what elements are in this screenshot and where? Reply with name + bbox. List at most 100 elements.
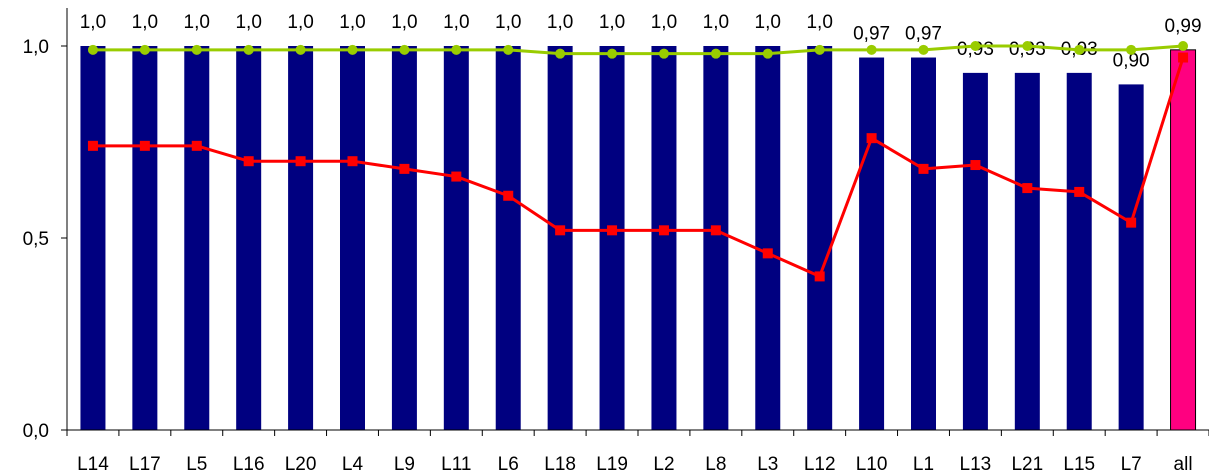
bar-l11	[443, 46, 469, 430]
bar-data-label: 1,0	[391, 12, 417, 33]
x-category-label: L18	[544, 454, 576, 475]
series-line-1	[92, 44, 1184, 56]
bar-data-label: 1,0	[495, 12, 521, 33]
series-2-point	[1022, 183, 1033, 194]
bar-l21	[1014, 72, 1040, 430]
series-2-point	[87, 140, 98, 151]
y-tick-label: 1,0	[23, 37, 49, 58]
x-category-label: L10	[856, 454, 888, 475]
series-1-point	[1126, 44, 1137, 55]
bar-data-label: 1,0	[235, 12, 261, 33]
bar-l15	[1066, 72, 1092, 430]
series-1-point	[607, 48, 618, 59]
x-category-label: L16	[233, 454, 265, 475]
series-2-point	[399, 163, 410, 174]
x-category-label: L19	[596, 454, 628, 475]
series-1-point	[1178, 41, 1189, 51]
bar-l8	[703, 46, 729, 430]
bar-l14	[80, 46, 106, 430]
x-categories-layer: L14 L17 L5 L16 L20 L4 L9 L11 L6 L18 L19 L2 L8 L3 L12 L1…	[66, 430, 1209, 475]
series-line-2	[92, 57, 1185, 278]
x-category-label: L11	[441, 454, 471, 475]
bar-data-label: 1,0	[184, 12, 210, 33]
bar-l10	[859, 57, 885, 431]
series-2-point	[347, 156, 358, 167]
bar-data-label: 1,0	[287, 12, 313, 33]
bar-l16	[236, 46, 262, 430]
x-category-label: L1	[913, 454, 934, 475]
bar-data-label: 0,97	[905, 24, 942, 45]
x-category-label: L13	[960, 454, 992, 475]
series-2-point	[451, 171, 462, 182]
series-2-point	[243, 156, 254, 167]
bar-l6	[495, 46, 521, 430]
series-2-point	[607, 225, 618, 236]
series-1-point	[918, 44, 929, 55]
x-category-label: L5	[186, 454, 207, 475]
y-ticks-layer: 0,0 0,5 1,0	[23, 37, 67, 442]
series-1-point	[243, 44, 254, 55]
series-2-point	[555, 225, 566, 236]
bar-data-label: 1,0	[806, 12, 832, 33]
series-2-point	[762, 248, 773, 259]
lines-layer	[87, 41, 1189, 282]
series-2-point	[295, 156, 306, 167]
bar-l9	[391, 46, 417, 430]
series-1-point	[347, 44, 358, 55]
bar-data-label: 1,0	[443, 12, 469, 33]
x-category-label: L7	[1121, 454, 1142, 475]
series-2-point	[1126, 217, 1137, 228]
series-2-point	[814, 271, 825, 282]
x-category-label: L3	[757, 454, 778, 475]
bar-data-label: 1,0	[651, 12, 677, 33]
series-2-point	[918, 163, 929, 174]
bar-data-label: 1,0	[703, 12, 729, 33]
series-2-point	[1074, 186, 1085, 197]
bar-l12	[807, 46, 833, 430]
x-category-label: L8	[705, 454, 726, 475]
series-2-point	[866, 133, 877, 144]
series-1-point	[710, 48, 721, 59]
series-2-point	[139, 140, 150, 151]
series-1-point	[1022, 41, 1033, 51]
series-2-point	[191, 140, 202, 151]
bar-l2	[651, 46, 677, 430]
bar-labels-layer: 1,0 1,0 1,0 1,0 1,0 1,0 1,0 1,0 1,0 1,0 1,0 1,0 1,0 1…	[80, 12, 1202, 71]
series-2-point	[970, 160, 981, 171]
y-tick-label: 0,0	[23, 421, 49, 442]
bar-data-label: 1,0	[80, 12, 106, 33]
bar-l3	[755, 46, 781, 430]
bar-all	[1170, 49, 1197, 431]
series-1-point	[191, 44, 202, 55]
x-category-label: L12	[804, 454, 836, 475]
bar-l18	[547, 46, 573, 430]
series-2-point	[710, 225, 721, 236]
bars-layer	[80, 46, 1197, 431]
series-1-point	[399, 44, 410, 55]
x-category-label: L4	[342, 454, 364, 475]
bar-data-label: 0,90	[1113, 50, 1150, 71]
bar-l19	[599, 46, 625, 430]
x-category-label: L17	[129, 454, 161, 475]
bar-data-label: 1,0	[599, 12, 625, 33]
series-1-point	[866, 44, 877, 55]
x-category-label: L2	[653, 454, 674, 475]
x-category-label: L9	[394, 454, 415, 475]
bar-l7	[1118, 84, 1144, 431]
bar-data-label: 1,0	[547, 12, 573, 33]
bar-l20	[288, 46, 314, 430]
bar-l1	[911, 57, 936, 431]
series-2-point	[1178, 52, 1189, 63]
bar-data-label: 1,0	[755, 12, 781, 33]
series-1-point	[139, 44, 150, 55]
bar-data-label: 0,97	[853, 24, 890, 45]
bar-l4	[340, 46, 365, 430]
bar-l17	[132, 46, 158, 430]
series-1-point	[762, 48, 773, 59]
x-category-label: L21	[1011, 454, 1043, 475]
series-1-point	[658, 48, 669, 59]
series-2-point	[658, 225, 669, 236]
bar-l13	[962, 72, 988, 430]
bar-data-label: 1,0	[339, 12, 365, 33]
bar-data-label: 1,0	[132, 12, 158, 33]
